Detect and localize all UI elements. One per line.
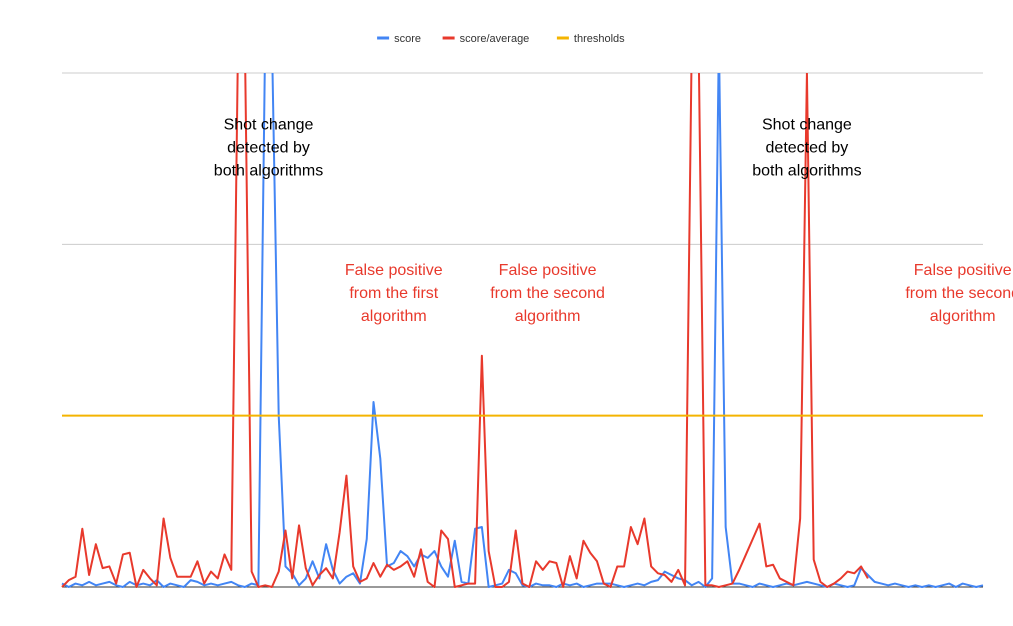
annotation-text: from the first [349,285,438,302]
annotation-text: False positive [914,262,1012,279]
annotation-text: from the second [490,285,605,302]
series-lines [61,73,984,588]
annotation-text: from the second [905,285,1013,302]
annotation-text: Shot change [762,117,852,134]
annotation-text: both algorithms [752,163,861,180]
annotation-text: False positive [499,262,597,279]
annotation-text: False positive [345,262,443,279]
legend-label: thresholds [574,33,625,45]
legend: score score/average thresholds [377,33,625,45]
annotation-text: both algorithms [214,163,323,180]
annotation-text: detected by [227,140,310,157]
legend-label: score [394,33,421,45]
annotation-text: algorithm [361,308,427,325]
series-line-score-average [61,73,869,588]
annotation-text: detected by [766,140,849,157]
legend-label: score/average [460,33,530,45]
annotation-text: algorithm [930,308,996,325]
annotation-text: Shot change [224,117,314,134]
annotations: Shot change detected by both algorithms Fal… [214,117,1013,326]
annotation-text: algorithm [515,308,581,325]
